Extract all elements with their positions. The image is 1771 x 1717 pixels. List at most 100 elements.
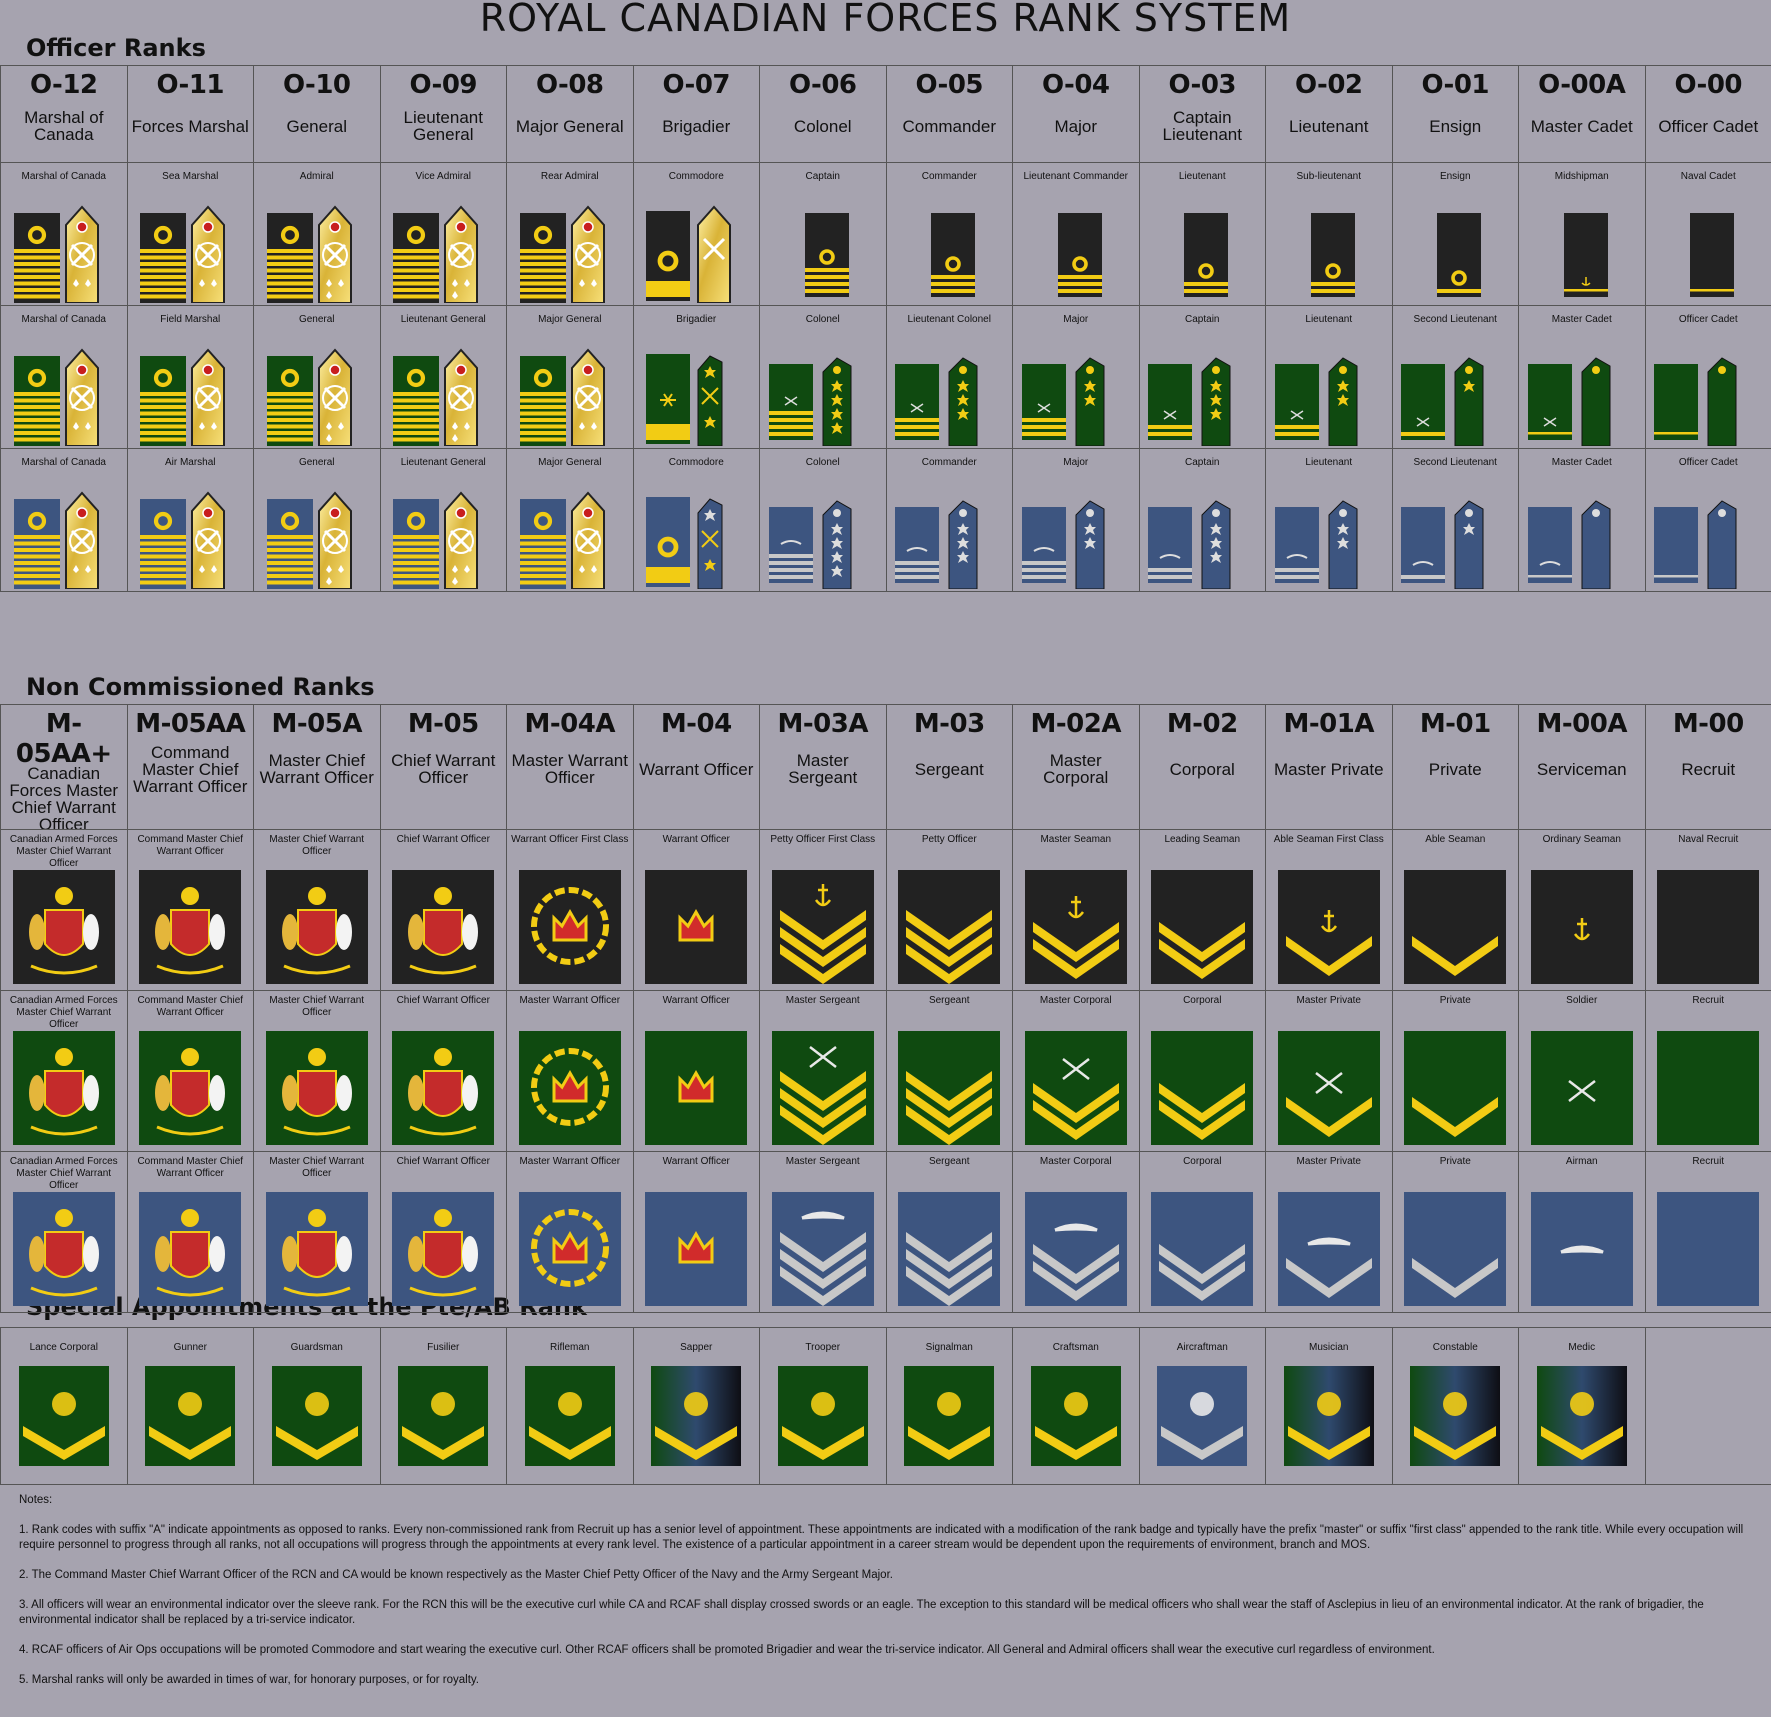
army-rank-title: Master Cadet [1551,314,1612,325]
wreath-icon [195,385,222,411]
pip-icon [830,551,843,563]
button-icon [1718,509,1727,517]
chevron-icon [1287,1426,1370,1460]
appointment-title: Gunner [173,1342,207,1353]
nco-army-cell: Soldier [1518,990,1646,1152]
army-rank-title: Canadian Armed Forces Master Chief Warra… [9,995,118,1030]
army-rank-title: Major General [538,314,602,325]
sleeve-stripe [140,294,187,299]
crown-icon [704,509,717,521]
executive-curl [27,511,46,531]
sleeve-stripe [1184,289,1229,293]
nco-army-cell: Master Private [1265,990,1393,1152]
appointment-title: Guardsman [290,1342,343,1353]
officer-navy-cell: Captain [759,162,887,306]
rank-name: Officer Cadet [1658,116,1759,136]
officer-air-cell: Commodore [632,448,760,592]
army-insignia-1 [140,348,226,446]
air-rank-title: Lieutenant [1305,457,1353,468]
sleeve-stripe [804,282,849,286]
navy-rank-title: Able Seaman [1425,834,1486,845]
sleeve-stripe [393,561,440,565]
air-nco-badge-8 [1024,1192,1127,1306]
officer-navy-cell: Rear Admiral [506,162,634,306]
unicorn-supporter-icon [82,1075,99,1111]
wreath-icon [574,242,601,268]
officer-air-cell: Colonel [759,448,887,592]
officer-header-cell: O-00A Master Cadet [1518,65,1646,163]
maple-leaf-icon [72,422,79,430]
chevron-icon [1414,1426,1497,1460]
nco-header-cell: M-00A Serviceman [1518,704,1646,830]
officer-army-cell: Master Cadet [1518,305,1646,449]
sleeve-stripe [266,281,313,286]
navy-nco-badge-11 [1404,870,1507,984]
nco-header-cell: M-03A Master Sergeant [759,704,887,830]
maple-leaf-icon [452,565,459,573]
chevron-icon [402,1426,485,1460]
army-nco-badge-1 [139,1031,242,1145]
rank-code: O-11 [156,70,225,100]
sleeve-stripe [1563,289,1608,292]
sleeve-stripe [13,288,60,292]
air-insignia-10 [1274,500,1358,589]
lion-supporter-icon [281,914,298,950]
air-rank-title: Captain [1185,457,1220,468]
navy-nco-badge-1 [139,870,242,984]
sleeve-stripe [13,541,60,546]
officer-navy-cell: Lieutenant [1138,162,1266,306]
sleeve-stripe [140,249,187,253]
eagle-icon [1286,554,1308,559]
crown-icon [455,221,467,233]
sleeve-stripe [393,574,440,578]
army-insignia-13 [1654,357,1737,446]
chevron-icon [779,1071,866,1111]
special-badge-3 [398,1366,489,1466]
pip-icon [830,394,843,406]
sleeve-stripe [768,411,813,415]
chevron-icon [906,927,993,967]
navy-insignia-13 [1690,213,1735,297]
crossed-swords-icon [703,237,726,261]
sleeve-stripe [140,424,187,429]
nco-air-cell: Warrant Officer [632,1151,760,1313]
army-rank-title: Captain [1185,314,1220,325]
rank-name: Canadian Forces Master Chief Warrant Off… [9,764,119,830]
chevron-icon [1032,1083,1119,1123]
maple-leaf-icon [211,279,218,287]
executive-curl [1451,270,1468,286]
nco-navy-cell: Chief Warrant Officer [379,829,507,991]
sleeve-stripe [266,255,313,260]
button-icon [1085,509,1094,517]
sleeve-stripe [13,561,60,565]
navy-nco-badge-2 [265,870,368,984]
chevron-icon [528,1426,611,1460]
wreath-icon [409,1125,477,1136]
chevron-icon [779,1232,866,1272]
badge-background [1024,870,1127,984]
army-insignia-8 [1021,357,1105,446]
navy-rank-title: Sub-lieutenant [1296,171,1362,182]
sleeve-stripe [519,574,566,578]
crossed-swords-icon [576,243,599,267]
rank-code: M-00A [1536,709,1628,739]
army-rank-title: Chief Warrant Officer [396,995,490,1006]
nco-navy-cell: Master Chief Warrant Officer [253,829,381,991]
sleeve-stripe [1527,575,1572,578]
maple-leaf-icon [452,577,459,585]
nco-navy-cell: Petty Officer [885,829,1013,991]
sleeve-stripe [1274,575,1319,579]
sleeve-stripe [931,275,976,279]
army-nco-badge-0 [12,1031,115,1145]
sleeve-stripe [13,281,60,286]
sleeve-stripe [140,548,187,552]
special-appointment-cell: Constable [1391,1327,1519,1485]
maple-leaf-icon [590,422,597,430]
pip-icon [1210,394,1223,406]
special-appointment-cell: Guardsman [253,1327,381,1485]
navy-nco-badge-8 [1024,870,1127,984]
rank-name: Master Corporal [1043,751,1109,787]
maple-leaf-icon [578,279,585,287]
coat-of-arms-icon [43,909,84,956]
maple-leaf-icon [84,565,91,573]
